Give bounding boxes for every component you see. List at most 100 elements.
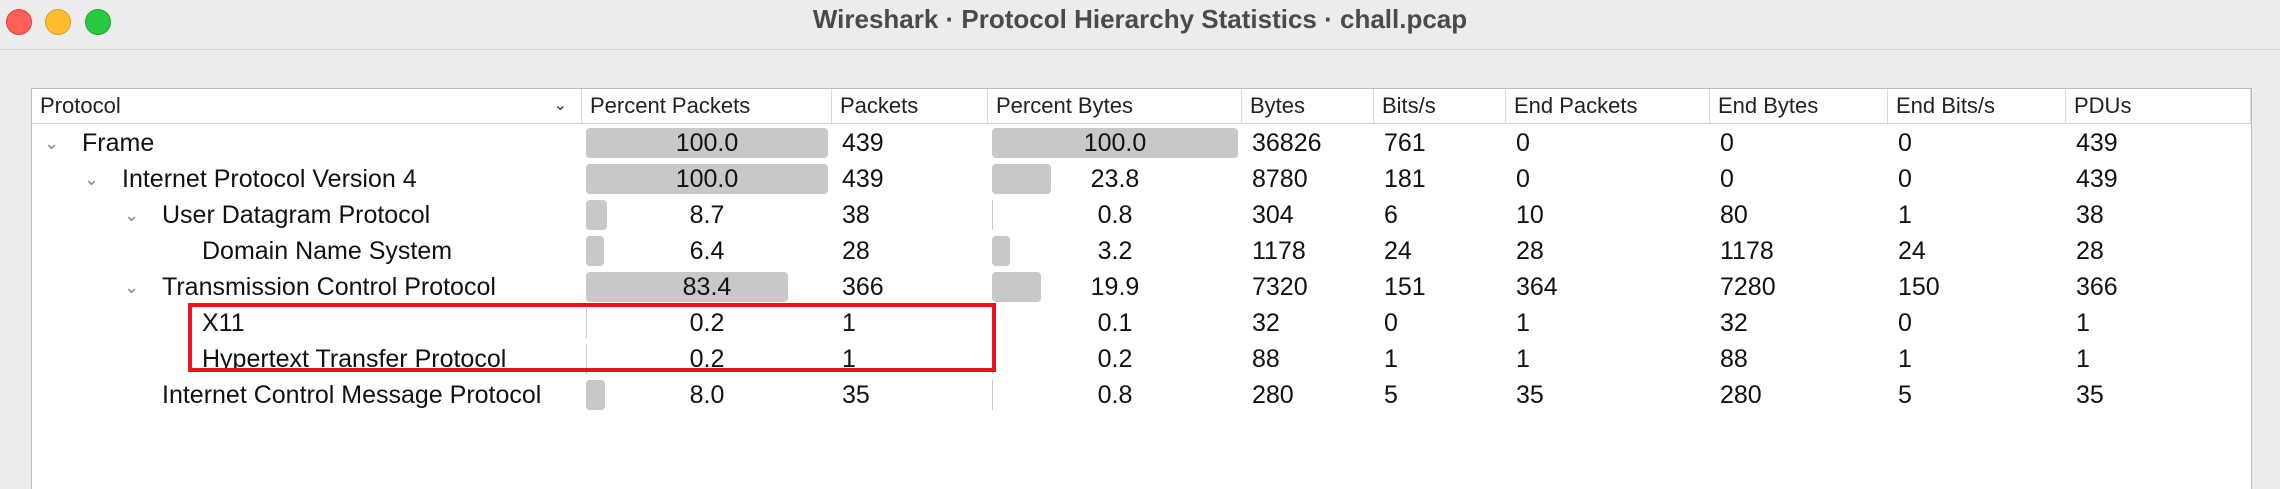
end-packets-cell: 28 bbox=[1516, 237, 1544, 265]
end-bytes-cell: 280 bbox=[1720, 381, 1762, 409]
bits-s-cell: 1 bbox=[1384, 345, 1398, 373]
end-bytes-cell: 7280 bbox=[1720, 273, 1776, 301]
bytes-cell: 7320 bbox=[1252, 273, 1308, 301]
bytes-cell: 8780 bbox=[1252, 165, 1308, 193]
percent-value: 23.8 bbox=[1090, 165, 1140, 193]
percent-bytes-cell: 23.8 bbox=[992, 164, 1238, 194]
minimize-window-button[interactable] bbox=[45, 9, 71, 35]
percent-bar bbox=[586, 236, 604, 266]
percent-bar bbox=[586, 200, 608, 230]
column-header-label: Bytes bbox=[1250, 93, 1306, 118]
end-packets-cell: 0 bbox=[1516, 165, 1530, 193]
packets-cell: 1 bbox=[842, 309, 856, 337]
bits-s-cell: 0 bbox=[1384, 309, 1398, 337]
end-packets-cell: 1 bbox=[1516, 309, 1530, 337]
table-row[interactable]: ⌄ Internet Protocol Version 4 100.0 439 23.8… bbox=[32, 161, 2251, 197]
percent-value: 0.1 bbox=[1097, 309, 1133, 337]
end-bits-s-cell: 0 bbox=[1898, 165, 1912, 193]
column-header-bits-per-second[interactable]: Bits/s bbox=[1374, 89, 1506, 123]
percent-value: 8.0 bbox=[689, 381, 725, 409]
packets-cell: 28 bbox=[842, 237, 870, 265]
percent-value: 6.4 bbox=[689, 237, 725, 265]
percent-packets-cell: 100.0 bbox=[586, 128, 828, 158]
end-packets-cell: 364 bbox=[1516, 273, 1558, 301]
bytes-cell: 304 bbox=[1252, 201, 1294, 229]
end-bytes-cell: 80 bbox=[1720, 201, 1748, 229]
end-packets-cell: 35 bbox=[1516, 381, 1544, 409]
protocol-name: Internet Protocol Version 4 bbox=[122, 165, 417, 193]
column-header-end-packets[interactable]: End Packets bbox=[1506, 89, 1710, 123]
percent-value: 100.0 bbox=[675, 129, 739, 157]
end-packets-cell: 10 bbox=[1516, 201, 1544, 229]
packets-cell: 38 bbox=[842, 201, 870, 229]
end-bits-s-cell: 0 bbox=[1898, 309, 1912, 337]
column-header-percent-packets[interactable]: Percent Packets bbox=[582, 89, 832, 123]
percent-value: 0.2 bbox=[689, 309, 725, 337]
packets-cell: 366 bbox=[842, 273, 884, 301]
percent-bar bbox=[992, 200, 993, 230]
end-bytes-cell: 0 bbox=[1720, 165, 1734, 193]
pdus-cell: 28 bbox=[2076, 237, 2104, 265]
table-row[interactable]: ⌄ Frame 100.0 439 100.0 36826 761 0 0 0 439 bbox=[32, 125, 2251, 161]
percent-value: 100.0 bbox=[675, 165, 739, 193]
packets-cell: 35 bbox=[842, 381, 870, 409]
bytes-cell: 88 bbox=[1252, 345, 1280, 373]
column-header-packets[interactable]: Packets bbox=[832, 89, 988, 123]
column-header-protocol[interactable]: Protocol ⌄ bbox=[32, 89, 582, 123]
protocol-name: Internet Control Message Protocol bbox=[162, 381, 542, 409]
percent-bar bbox=[586, 344, 587, 374]
pdus-cell: 35 bbox=[2076, 381, 2104, 409]
bits-s-cell: 151 bbox=[1384, 273, 1426, 301]
table-row[interactable]: Domain Name System 6.4 28 3.2 1178 24 28 1178 24… bbox=[32, 233, 2251, 269]
column-header-label: PDUs bbox=[2074, 93, 2132, 118]
percent-packets-cell: 8.7 bbox=[586, 200, 828, 230]
percent-value: 100.0 bbox=[1083, 129, 1147, 157]
protocol-name: Frame bbox=[82, 129, 155, 157]
percent-packets-cell: 100.0 bbox=[586, 164, 828, 194]
percent-bar bbox=[586, 380, 606, 410]
bits-s-cell: 181 bbox=[1384, 165, 1426, 193]
percent-packets-cell: 6.4 bbox=[586, 236, 828, 266]
column-header-label: Bits/s bbox=[1382, 93, 1436, 118]
column-header-end-bits-per-second[interactable]: End Bits/s bbox=[1888, 89, 2066, 123]
expand-chevron-icon[interactable]: ⌄ bbox=[124, 277, 140, 297]
table-row[interactable]: Internet Control Message Protocol 8.0 35 0.… bbox=[32, 377, 2251, 413]
table-row[interactable]: ⌄ User Datagram Protocol 8.7 38 0.8 304 6 10 80 1… bbox=[32, 197, 2251, 233]
table-row[interactable]: X11 0.2 1 0.1 32 0 1 32 0 1 bbox=[32, 305, 2251, 341]
percent-bar bbox=[586, 308, 587, 338]
percent-value: 3.2 bbox=[1097, 237, 1133, 265]
expand-chevron-icon[interactable]: ⌄ bbox=[44, 133, 60, 153]
column-header-bytes[interactable]: Bytes bbox=[1242, 89, 1374, 123]
bits-s-cell: 5 bbox=[1384, 381, 1398, 409]
end-bits-s-cell: 1 bbox=[1898, 345, 1912, 373]
percent-packets-cell: 0.2 bbox=[586, 308, 828, 338]
bytes-cell: 36826 bbox=[1252, 129, 1322, 157]
column-header-label: End Packets bbox=[1514, 93, 1638, 118]
sort-chevron-icon[interactable]: ⌄ bbox=[553, 97, 567, 114]
pdus-cell: 1 bbox=[2076, 309, 2090, 337]
end-bits-s-cell: 5 bbox=[1898, 381, 1912, 409]
column-header-pdus[interactable]: PDUs bbox=[2066, 89, 2251, 123]
expand-chevron-icon[interactable]: ⌄ bbox=[84, 169, 100, 189]
packets-cell: 439 bbox=[842, 165, 884, 193]
percent-bar bbox=[586, 164, 828, 194]
percent-bytes-cell: 19.9 bbox=[992, 272, 1238, 302]
table-row[interactable]: ⌄ Transmission Control Protocol 83.4 366 19.… bbox=[32, 269, 2251, 305]
pdus-cell: 38 bbox=[2076, 201, 2104, 229]
column-header-label: Percent Packets bbox=[590, 93, 751, 118]
column-header-percent-bytes[interactable]: Percent Bytes bbox=[988, 89, 1242, 123]
percent-bytes-cell: 100.0 bbox=[992, 128, 1238, 158]
pdus-cell: 439 bbox=[2076, 129, 2118, 157]
bytes-cell: 32 bbox=[1252, 309, 1280, 337]
bits-s-cell: 24 bbox=[1384, 237, 1412, 265]
close-window-button[interactable] bbox=[6, 9, 32, 35]
percent-value: 0.8 bbox=[1097, 381, 1133, 409]
percent-bar bbox=[992, 272, 1041, 302]
expand-chevron-icon[interactable]: ⌄ bbox=[124, 205, 140, 225]
percent-packets-cell: 8.0 bbox=[586, 380, 828, 410]
protocol-hierarchy-table[interactable]: Protocol ⌄ Percent Packets Packets Percent B… bbox=[31, 88, 2252, 489]
column-header-end-bytes[interactable]: End Bytes bbox=[1710, 89, 1888, 123]
maximize-window-button[interactable] bbox=[85, 9, 111, 35]
packets-cell: 1 bbox=[842, 345, 856, 373]
end-bytes-cell: 88 bbox=[1720, 345, 1748, 373]
